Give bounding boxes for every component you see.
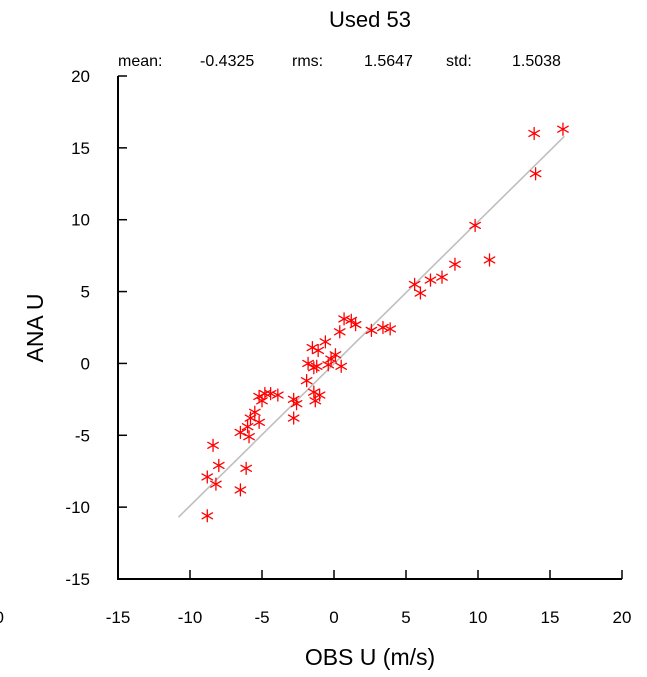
data-point <box>384 322 397 336</box>
data-point <box>333 325 346 339</box>
data-point <box>210 477 222 491</box>
data-point <box>248 405 261 419</box>
y-tick-label: 0 <box>81 354 90 373</box>
stats-line: mean: -0.4325 rms: 1.5647 std: 1.5038 <box>118 53 561 70</box>
data-point <box>329 348 342 362</box>
data-point <box>557 122 569 136</box>
data-point <box>483 253 496 267</box>
data-point <box>287 411 300 425</box>
data-point <box>244 411 257 425</box>
data-point <box>302 356 314 371</box>
data-point <box>212 458 225 473</box>
y-tick-label: -10 <box>65 498 90 517</box>
y-tick-label: -15 <box>65 570 90 589</box>
data-point <box>207 438 219 452</box>
data-point <box>243 430 255 444</box>
data-point <box>449 257 461 271</box>
y-axis-label: ANA U <box>22 293 48 362</box>
chart-title: Used 53 <box>329 7 411 32</box>
data-point <box>201 509 214 523</box>
y-axis-ticks: -15 -10 -5 0 5 10 15 20 <box>65 67 127 589</box>
data-point <box>349 317 362 332</box>
data-point <box>414 286 427 300</box>
data-point <box>377 320 389 335</box>
data-point <box>309 394 322 408</box>
x-tick-label: -15 <box>106 608 131 627</box>
data-point <box>322 358 335 372</box>
y-tick-label: -5 <box>75 426 90 445</box>
data-point <box>365 323 378 338</box>
x-axis-label: OBS U (m/s) <box>305 644 435 670</box>
data-point <box>300 374 313 388</box>
x-tick-label: 15 <box>541 608 560 627</box>
data-point <box>234 483 247 497</box>
data-point <box>345 313 358 327</box>
data-point <box>201 470 214 484</box>
data-point <box>319 335 332 349</box>
data-point <box>241 420 254 434</box>
x-tick-label: 0 <box>329 608 338 627</box>
data-point <box>306 340 319 355</box>
left-edge-label: 0 <box>0 608 4 627</box>
data-point <box>424 273 437 287</box>
stat-rms-value: 1.5647 <box>364 53 413 70</box>
x-tick-label: 5 <box>401 608 410 627</box>
data-point <box>436 270 448 284</box>
x-tick-label: -10 <box>178 608 203 627</box>
stat-rms-label: rms: <box>292 53 323 70</box>
data-point <box>310 359 323 373</box>
data-point <box>469 218 481 233</box>
x-axis-ticks: -15 -10 -5 0 5 10 15 20 <box>106 570 632 627</box>
y-tick-label: 15 <box>71 139 90 158</box>
data-point <box>529 167 542 181</box>
data-points <box>201 122 569 523</box>
x-tick-label: 20 <box>613 608 632 627</box>
y-tick-label: 10 <box>71 211 90 230</box>
x-tick-label: 10 <box>469 608 488 627</box>
stat-std-label: std: <box>446 53 472 70</box>
x-tick-label: -5 <box>254 608 269 627</box>
data-point <box>287 392 300 407</box>
data-point <box>338 312 350 326</box>
data-point <box>335 359 348 373</box>
data-point <box>271 388 284 402</box>
stat-std-value: 1.5038 <box>512 53 561 70</box>
data-point <box>256 394 268 408</box>
y-tick-label: 20 <box>71 67 90 86</box>
y-tick-label: 5 <box>81 283 90 302</box>
data-point <box>408 277 421 292</box>
data-point <box>528 126 541 141</box>
stat-mean-label: mean: <box>118 53 162 70</box>
stat-mean-value: -0.4325 <box>200 53 254 70</box>
data-point <box>253 415 265 430</box>
data-point <box>240 461 253 475</box>
